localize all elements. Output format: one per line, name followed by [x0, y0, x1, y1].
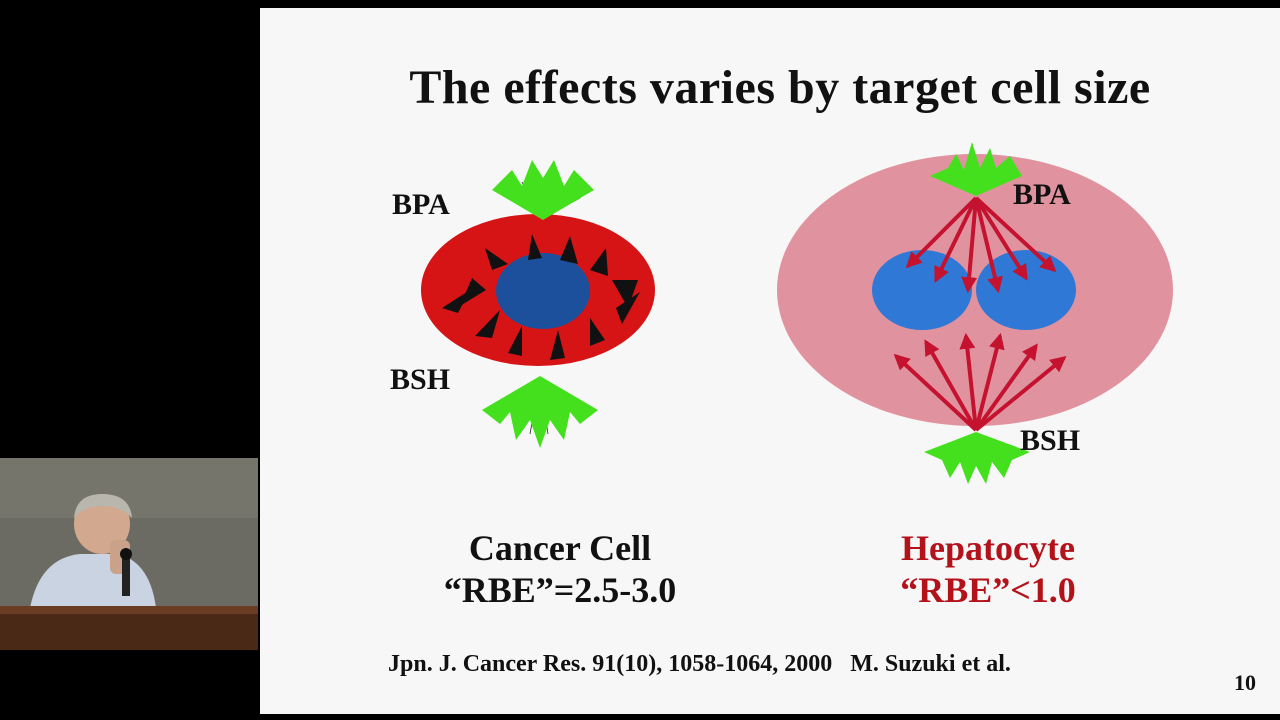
- hepatocyte-caption: Hepatocyte “RBE”<1.0: [758, 527, 1218, 611]
- bsh-label-right: BSH: [1020, 424, 1081, 457]
- bsh-source-bottom-right: [924, 432, 1030, 484]
- slide-title: The effects varies by target cell size: [409, 61, 1151, 114]
- bpa-label-right: BPA: [1013, 178, 1071, 211]
- hepatocyte-rbe: “RBE”<1.0: [900, 570, 1076, 610]
- speaker-figure: [30, 494, 156, 608]
- cancer-cell-rbe: “RBE”=2.5-3.0: [443, 570, 677, 610]
- speaker-video-frame: [0, 458, 258, 650]
- cancer-cell-caption-name: Cancer Cell: [468, 528, 652, 568]
- cancer-cell-diagram: [421, 160, 655, 448]
- bpa-label-left: BPA: [392, 188, 450, 221]
- cancer-cell-nucleus: [496, 253, 590, 329]
- page-number: 10: [1234, 670, 1256, 695]
- bsh-red-tracks: [893, 332, 1067, 432]
- hepatocyte-caption-name: Hepatocyte: [901, 528, 1075, 568]
- cancer-cell-caption: Cancer Cell “RBE”=2.5-3.0: [330, 527, 790, 611]
- diagram-canvas: [421, 142, 1173, 484]
- bsh-source-bottom-left: [482, 376, 598, 448]
- speaker-video-inset: [0, 458, 258, 650]
- podium: [0, 606, 258, 650]
- bpa-source-top-left: [492, 160, 594, 220]
- hepatocyte-nucleus-left: [872, 250, 972, 330]
- reference-citation: Jpn. J. Cancer Res. 91(10), 1058-1064, 2…: [388, 651, 1011, 677]
- bpa-red-tracks: [905, 196, 1057, 294]
- bsh-label-left: BSH: [390, 363, 451, 396]
- alpha-damage-marks: [442, 234, 640, 360]
- hepatocyte-diagram: [777, 142, 1173, 484]
- bpa-source-top-right: [930, 142, 1022, 196]
- presentation-slide: The effects varies by target cell size B…: [260, 8, 1280, 714]
